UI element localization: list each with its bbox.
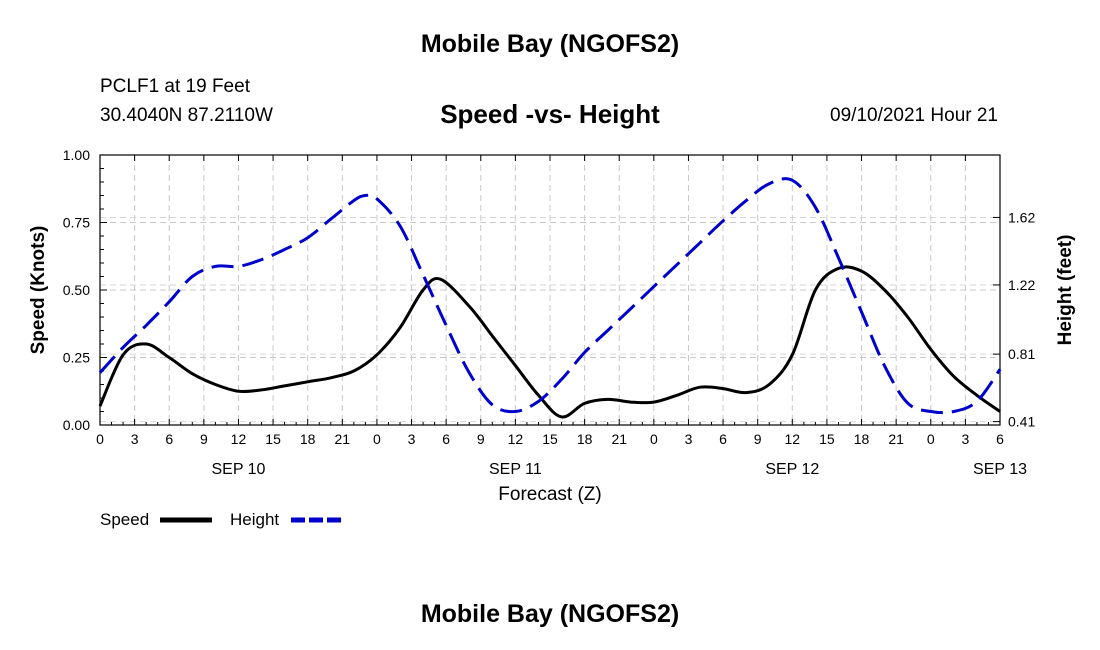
y-tick-label: 0.75 <box>63 215 90 231</box>
x-tick-label: 0 <box>373 431 381 447</box>
x-tick-label: 9 <box>200 431 208 447</box>
y2-tick-label: 0.41 <box>1008 414 1035 430</box>
station-coordinates: 30.4040N 87.2110W <box>100 105 273 126</box>
date-label: SEP 13 <box>973 461 1027 478</box>
x-tick-label: 6 <box>996 431 1004 447</box>
bottom-title: Mobile Bay (NGOFS2) <box>420 600 680 628</box>
y-tick-label: 0.00 <box>63 417 90 433</box>
date-label: SEP 12 <box>765 461 819 478</box>
x-tick-label: 21 <box>611 431 627 447</box>
x-tick-label: 9 <box>754 431 762 447</box>
series-line-height <box>98 177 1002 415</box>
x-tick-label: 3 <box>961 431 969 447</box>
y2-tick-label: 0.81 <box>1008 346 1035 362</box>
forecast-datetime: 09/10/2021 Hour 21 <box>830 105 998 126</box>
x-tick-label: 21 <box>335 431 351 447</box>
y2-tick-label: 1.22 <box>1008 277 1035 293</box>
legend-label-speed: Speed <box>100 510 149 529</box>
y-tick-label: 0.50 <box>63 282 90 298</box>
y-axis-title: Speed (Knots) <box>28 226 49 355</box>
x-tick-label: 18 <box>577 431 593 447</box>
x-tick-label: 12 <box>231 431 247 447</box>
x-tick-label: 15 <box>819 431 835 447</box>
x-tick-label: 0 <box>650 431 658 447</box>
x-tick-label: 6 <box>165 431 173 447</box>
x-axis-title: Forecast (Z) <box>498 484 601 505</box>
series-line-speed <box>98 265 1001 419</box>
y-tick-label: 1.00 <box>63 147 90 163</box>
x-tick-label: 15 <box>265 431 281 447</box>
x-tick-label: 15 <box>542 431 558 447</box>
x-tick-label: 6 <box>442 431 450 447</box>
x-tick-label: 9 <box>477 431 485 447</box>
top-title: Mobile Bay (NGOFS2) <box>420 30 680 58</box>
x-tick-label: 21 <box>888 431 904 447</box>
x-tick-label: 3 <box>408 431 416 447</box>
x-tick-label: 18 <box>300 431 316 447</box>
date-label: SEP 10 <box>211 461 265 478</box>
x-tick-label: 18 <box>854 431 870 447</box>
y2-axis-title: Height (feet) <box>1055 235 1076 346</box>
y-tick-label: 0.25 <box>63 350 90 366</box>
station-label: PCLF1 at 19 Feet <box>100 76 250 97</box>
x-tick-label: 3 <box>685 431 693 447</box>
x-tick-label: 0 <box>927 431 935 447</box>
chart-title: Speed -vs- Height <box>440 99 660 129</box>
x-tick-label: 3 <box>131 431 139 447</box>
x-tick-label: 0 <box>96 431 104 447</box>
date-label: SEP 11 <box>489 461 542 478</box>
x-tick-label: 12 <box>508 431 524 447</box>
legend-label-height: Height <box>230 510 279 529</box>
y2-tick-label: 1.62 <box>1008 209 1035 225</box>
x-tick-label: 6 <box>719 431 727 447</box>
x-tick-label: 12 <box>785 431 801 447</box>
